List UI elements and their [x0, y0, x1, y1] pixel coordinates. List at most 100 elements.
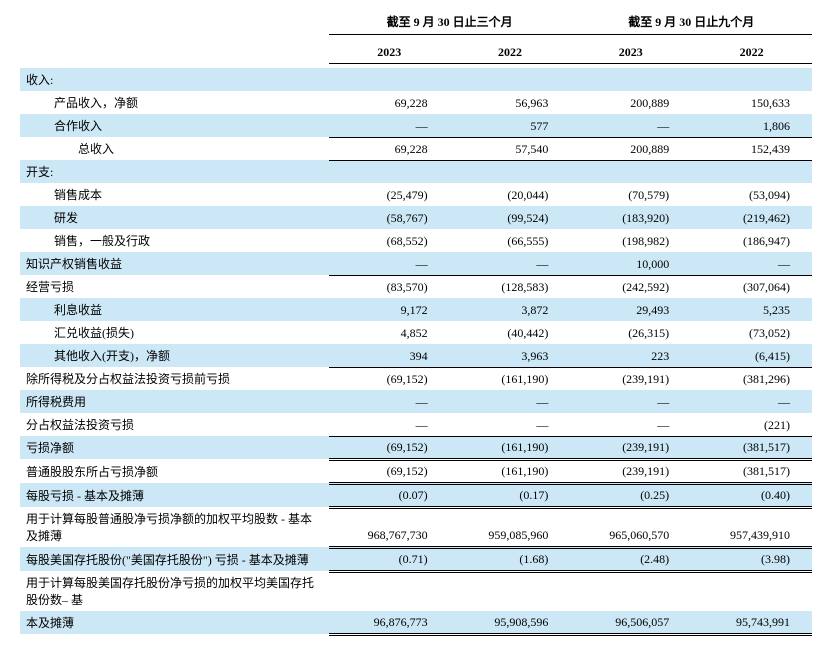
cell-value: 965,060,570 [570, 507, 691, 547]
header-year-3: 2023 [570, 39, 691, 64]
row-collab-revenue: 合作收入 — 577 — 1,806 [20, 114, 812, 137]
row-total-revenue: 总收入 69,228 57,540 200,889 152,439 [20, 137, 812, 160]
row-product-revenue: 产品收入，净额 69,228 56,963 200,889 150,633 [20, 91, 812, 114]
cell-value: 957,439,910 [691, 507, 812, 547]
cell-value: (0.71) [329, 547, 450, 571]
row-loss-before-tax: 除所得税及分占权益法投资亏损前亏损 (69,152) (161,190) (23… [20, 367, 812, 390]
cell-value: (20,044) [450, 183, 571, 206]
financial-table: 截至 9 月 30 日止三个月 截至 9 月 30 日止九个月 2023 202… [20, 10, 812, 636]
row-interest-income: 利息收益 9,172 3,872 29,493 5,235 [20, 298, 812, 321]
cell-label: 产品收入，净额 [20, 91, 329, 114]
cell-value: (0.07) [329, 483, 450, 507]
cell-value: — [570, 114, 691, 137]
cell-value: (161,190) [450, 367, 571, 390]
row-net-loss: 亏损净额 (69,152) (161,190) (239,191) (381,5… [20, 436, 812, 459]
cell-value: (58,767) [329, 206, 450, 229]
cell-value: 96,506,057 [570, 611, 691, 634]
cell-value: (239,191) [570, 436, 691, 459]
cell-value: 4,852 [329, 321, 450, 344]
row-equity-method-loss: 分占权益法投资亏损 — — — (221) [20, 413, 812, 436]
row-common-holders-loss: 普通股股东所占亏损净额 (69,152) (161,190) (239,191)… [20, 459, 812, 483]
cell-label: 销售成本 [20, 183, 329, 206]
cell-value: (221) [691, 413, 812, 436]
row-rd: 研发 (58,767) (99,524) (183,920) (219,462) [20, 206, 812, 229]
cell-value: (2.48) [570, 547, 691, 571]
cell-value: (239,191) [570, 367, 691, 390]
header-group-row: 截至 9 月 30 日止三个月 截至 9 月 30 日止九个月 [20, 10, 812, 35]
cell-label: 研发 [20, 206, 329, 229]
cell-value: (161,190) [450, 459, 571, 483]
row-eps: 每股亏损 - 基本及摊薄 (0.07) (0.17) (0.25) (0.40) [20, 483, 812, 507]
cell-value: — [691, 390, 812, 413]
cell-value: (239,191) [570, 459, 691, 483]
cell-value: (1.68) [450, 547, 571, 571]
cell-value: — [691, 252, 812, 275]
row-operating-loss: 经营亏损 (83,570) (128,583) (242,592) (307,0… [20, 275, 812, 298]
cell-label: 每股亏损 - 基本及摊薄 [20, 483, 329, 507]
cell-label: 普通股股东所占亏损净额 [20, 459, 329, 483]
cell-value: 10,000 [570, 252, 691, 275]
cell-value: 394 [329, 344, 450, 367]
cell-value: (161,190) [450, 436, 571, 459]
cell-value: (381,296) [691, 367, 812, 390]
cell-value: (66,555) [450, 229, 571, 252]
cell-label: 利息收益 [20, 298, 329, 321]
cell-value: (183,920) [570, 206, 691, 229]
cell-value: (128,583) [450, 275, 571, 298]
cell-value: 968,767,730 [329, 507, 450, 547]
cell-value: 200,889 [570, 137, 691, 160]
cell-value: — [450, 390, 571, 413]
cell-value: — [570, 413, 691, 436]
header-year-1: 2023 [329, 39, 450, 64]
cell-value: (70,579) [570, 183, 691, 206]
cell-label: 合作收入 [20, 114, 329, 137]
row-weighted-ads-line1: 用于计算每股美国存托股份净亏损的加权平均美国存托股份数– 基 [20, 571, 812, 611]
row-sga: 销售，一般及行政 (68,552) (66,555) (198,982) (18… [20, 229, 812, 252]
cell-value: (0.25) [570, 483, 691, 507]
cell-label: 所得税费用 [20, 390, 329, 413]
cell-label: 用于计算每股美国存托股份净亏损的加权平均美国存托股份数– 基 [20, 571, 329, 611]
row-weighted-ads-line2: 本及摊薄 96,876,773 95,908,596 96,506,057 95… [20, 611, 812, 634]
cell-value: 5,235 [691, 298, 812, 321]
cell-label: 其他收入(开支)，净额 [20, 344, 329, 367]
cell-label: 开支: [20, 160, 329, 183]
cell-value: — [450, 413, 571, 436]
cell-value: (26,315) [570, 321, 691, 344]
cell-value: 95,908,596 [450, 611, 571, 634]
cell-value: 3,963 [450, 344, 571, 367]
cell-label: 除所得税及分占权益法投资亏损前亏损 [20, 367, 329, 390]
cell-value: (198,982) [570, 229, 691, 252]
cell-label: 总收入 [20, 137, 329, 160]
row-other-income: 其他收入(开支)，净额 394 3,963 223 (6,415) [20, 344, 812, 367]
cell-value: (219,462) [691, 206, 812, 229]
cell-label: 分占权益法投资亏损 [20, 413, 329, 436]
cell-value: (6,415) [691, 344, 812, 367]
cell-value: 9,172 [329, 298, 450, 321]
cell-value: 29,493 [570, 298, 691, 321]
row-fx: 汇兑收益(损失) 4,852 (40,442) (26,315) (73,052… [20, 321, 812, 344]
cell-value: (186,947) [691, 229, 812, 252]
header-year-row: 2023 2022 2023 2022 [20, 39, 812, 64]
cell-value: (99,524) [450, 206, 571, 229]
row-expenses-header: 开支: [20, 160, 812, 183]
cell-value: — [450, 252, 571, 275]
cell-value: 96,876,773 [329, 611, 450, 634]
row-income-tax: 所得税费用 — — — — [20, 390, 812, 413]
row-ads-loss: 每股美国存托股份("美国存托股份") 亏损 - 基本及摊薄 (0.71) (1.… [20, 547, 812, 571]
cell-value: 57,540 [450, 137, 571, 160]
row-cos: 销售成本 (25,479) (20,044) (70,579) (53,094) [20, 183, 812, 206]
cell-value: (69,152) [329, 459, 450, 483]
cell-value: 69,228 [329, 137, 450, 160]
cell-value: (381,517) [691, 436, 812, 459]
cell-value: 56,963 [450, 91, 571, 114]
header-group-3m: 截至 9 月 30 日止三个月 [329, 10, 571, 35]
cell-label: 用于计算每股普通股净亏损净额的加权平均股数 - 基本及摊薄 [20, 507, 329, 547]
cell-value: (0.40) [691, 483, 812, 507]
cell-label: 收入: [20, 68, 329, 91]
cell-value: — [329, 114, 450, 137]
cell-value: (53,094) [691, 183, 812, 206]
cell-value: (3.98) [691, 547, 812, 571]
header-year-2: 2022 [450, 39, 571, 64]
cell-value: (25,479) [329, 183, 450, 206]
cell-value: (0.17) [450, 483, 571, 507]
